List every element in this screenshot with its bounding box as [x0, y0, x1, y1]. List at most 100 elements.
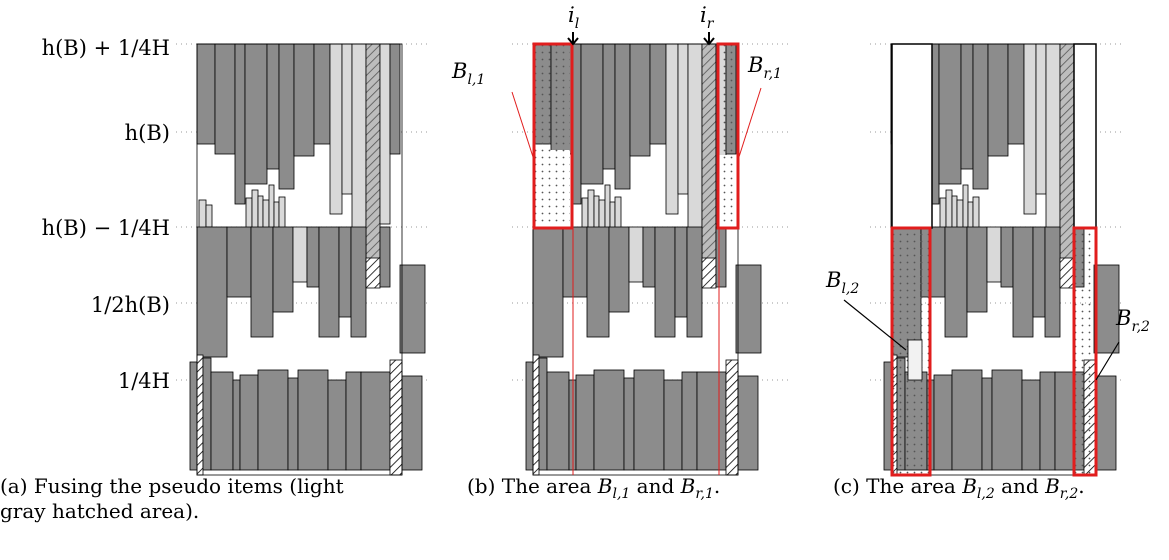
top-item [1035, 43, 1047, 195]
bottom-item [1021, 379, 1041, 471]
mid-item [562, 226, 588, 298]
small-item [967, 201, 974, 229]
top-item [214, 43, 236, 155]
bottom-item [525, 361, 534, 471]
label-hb: h(B) [125, 121, 170, 145]
bottom-item [196, 354, 204, 476]
small-item [198, 199, 207, 229]
ir-arrow [703, 32, 715, 46]
panel-b [511, 32, 762, 476]
top-item [313, 43, 331, 145]
mid-item [250, 226, 274, 338]
mid-item [350, 226, 367, 338]
small-item [939, 197, 947, 229]
caption-c: (c) The area Bl,2 and Br,2. [833, 474, 1085, 502]
small-item [278, 196, 286, 229]
bottom-item [681, 371, 698, 471]
mid-item [318, 226, 340, 338]
marker-ir: ir [700, 3, 715, 32]
small-item [593, 195, 600, 229]
bottom-item [623, 377, 635, 471]
mid-item [586, 226, 610, 338]
small-item [951, 195, 958, 229]
bl1-leader [511, 91, 535, 161]
bl2-light-item [907, 339, 923, 381]
top-item [960, 43, 974, 170]
bottom-item [1039, 371, 1056, 471]
mid-item [532, 226, 564, 358]
small-item [268, 184, 275, 229]
bl2-leader [843, 299, 907, 351]
small-item [609, 201, 616, 229]
bottom-item [257, 369, 289, 471]
bottom-item [327, 379, 347, 471]
mid-item [226, 226, 252, 298]
bottom-item [202, 357, 212, 471]
small-item [245, 197, 253, 229]
bottom-item [1095, 375, 1117, 471]
mid-item [701, 257, 717, 289]
small-item [598, 199, 606, 229]
top-item [244, 43, 268, 185]
top-item [701, 43, 717, 270]
br2-box [1072, 226, 1098, 477]
bottom-item [593, 369, 625, 471]
label-hb-plus: h(B) + 1/4H [42, 36, 170, 60]
br1-leader [737, 87, 762, 161]
top-item [629, 43, 651, 157]
top-item [293, 43, 315, 157]
mid-item [674, 226, 688, 318]
mid-item [1059, 257, 1075, 289]
mid-item [379, 226, 391, 288]
label-br2: Br,2 [1115, 306, 1150, 335]
br1-box [716, 42, 740, 230]
mid-item [292, 226, 308, 283]
bottom-item [546, 371, 570, 471]
il-arrow [567, 32, 579, 46]
bottom-item [933, 374, 953, 471]
small-item [972, 196, 980, 229]
right-side-item [1093, 264, 1120, 354]
bottom-item [287, 377, 299, 471]
bin-outline [196, 43, 403, 476]
label-br1: Br,1 [747, 53, 782, 82]
bl-top-empty [891, 43, 933, 229]
bl1-box [532, 42, 574, 230]
bottom-item [991, 369, 1023, 471]
small-item [581, 197, 589, 229]
label-bl2: Bl,2 [825, 268, 859, 297]
caption-a-line2: gray hatched area). [0, 499, 200, 523]
bottom-item [663, 379, 683, 471]
top-item [938, 43, 962, 185]
small-item [945, 189, 953, 229]
top-item [196, 43, 216, 145]
mid-item [272, 226, 294, 313]
mid-item [686, 226, 703, 338]
bottom-item [189, 361, 198, 471]
bottom-item [737, 375, 759, 471]
y-axis-labels: h(B) + 1/4H h(B) h(B) − 1/4H 1/2h(B) 1/4… [42, 36, 170, 393]
small-item [962, 184, 969, 229]
top-item [1023, 43, 1037, 215]
bl2-box [890, 226, 932, 477]
top-item [580, 43, 604, 185]
small-item [205, 204, 213, 228]
bl1-dots [534, 44, 570, 228]
bottom-item [883, 361, 892, 471]
bottom-item [360, 371, 391, 471]
bottom-item [951, 369, 983, 471]
top-item [972, 43, 989, 190]
mid-item [966, 226, 988, 313]
top-item [266, 43, 280, 170]
mid-item [642, 226, 656, 288]
top-item [365, 43, 381, 270]
bottom-item [239, 374, 259, 471]
label-quarter-h: 1/4H [118, 369, 170, 393]
top-item [665, 43, 679, 215]
mid-item [1000, 226, 1014, 288]
mid-item [196, 226, 228, 358]
bin-outline [532, 43, 739, 476]
label-half-hb: 1/2h(B) [91, 293, 170, 317]
top-item [687, 43, 703, 245]
